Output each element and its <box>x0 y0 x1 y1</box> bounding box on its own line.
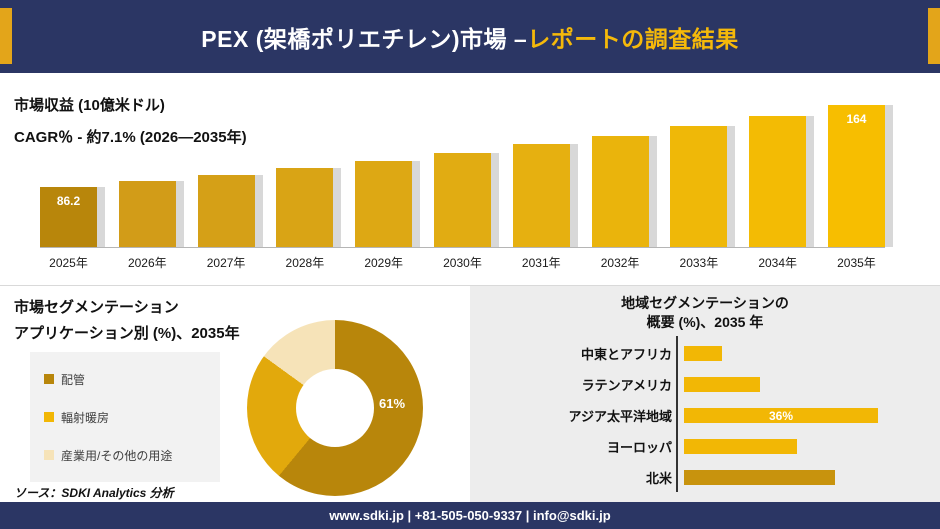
region-axis-line <box>676 336 678 492</box>
page-title: PEX (架橋ポリエチレン)市場 –レポートの調査結果 <box>201 20 738 54</box>
revenue-bar <box>670 126 728 247</box>
revenue-bar <box>197 175 255 247</box>
region-bar <box>684 439 797 454</box>
donut-share-label: 61% <box>379 396 406 411</box>
region-bar <box>684 346 722 361</box>
donut-hole <box>296 369 374 447</box>
region-row: 北米 <box>470 462 940 493</box>
region-panel: 地域セグメンテーションの 概要 (%)、2035 年 中東とアフリカ ラテンアメリ… <box>470 285 940 503</box>
axis-year-label: 2032年 <box>600 256 640 270</box>
legend-item: 輻射暖房 <box>44 409 220 426</box>
revenue-bar <box>355 161 413 247</box>
bar-slot <box>118 97 184 247</box>
cagr-note: CAGR％ - 約7.1% (2026―2035年) <box>14 129 247 146</box>
bar-slot <box>512 97 578 247</box>
segmentation-subtitle: アプリケーション別 (%)、2035年 <box>14 325 240 342</box>
revenue-bar-chart-x-axis: 2025年 2026年 2027年 2028年 2029年 2030年 2031年 2032年… <box>40 254 885 271</box>
axis-year-label: 2026年 <box>127 256 167 270</box>
region-label: ヨーロッパ <box>606 440 672 455</box>
bar-slot <box>670 97 736 247</box>
axis-year-label: 2028年 <box>285 256 325 270</box>
bar-value-label: 86.2 <box>56 194 81 208</box>
region-title-line1: 地域セグメンテーションの <box>621 295 789 311</box>
region-title-line2: 概要 (%)、2035 年 <box>646 314 764 330</box>
bar-value-label: 164 <box>846 112 867 126</box>
header-banner: PEX (架橋ポリエチレン)市場 –レポートの調査結果 <box>0 0 940 73</box>
revenue-axis-title: 市場収益 (10億米ドル) <box>14 97 165 114</box>
legend-label: 配管 <box>61 372 86 387</box>
region-row: ラテンアメリカ <box>470 369 940 400</box>
legend-item: 産業用/その他の用途 <box>44 447 220 464</box>
region-label: アジア太平洋地域 <box>568 409 672 424</box>
axis-year-label: 2025年 <box>49 256 88 270</box>
region-row: ヨーロッパ <box>470 431 940 462</box>
region-bar <box>684 470 835 485</box>
footer-contact: www.sdki.jp | +81-505-050-9337 | info@sd… <box>329 508 611 523</box>
page-title-main: PEX (架橋ポリエチレン)市場 – <box>201 25 528 52</box>
revenue-bar <box>276 168 334 247</box>
legend-label: 産業用/その他の用途 <box>61 448 173 463</box>
legend-swatch-radiant-heating <box>44 412 54 422</box>
bar-slot <box>591 97 657 247</box>
bar-slot <box>276 97 342 247</box>
axis-year-label: 2027年 <box>206 256 246 270</box>
region-title: 地域セグメンテーションの 概要 (%)、2035 年 <box>470 294 940 332</box>
revenue-bar <box>433 153 491 247</box>
axis-year-label: 2033年 <box>679 256 719 270</box>
region-label: ラテンアメリカ <box>581 378 672 393</box>
region-label: 中東とアフリカ <box>580 347 672 362</box>
region-bar: 36% <box>684 408 878 423</box>
region-bar <box>684 377 760 392</box>
bar-slot: 86.2 <box>40 97 105 247</box>
footer-banner: www.sdki.jp | +81-505-050-9337 | info@sd… <box>0 502 940 529</box>
legend-swatch-industrial-other <box>44 450 54 460</box>
axis-year-label: 2034年 <box>758 256 798 270</box>
axis-year-label: 2035年 <box>837 256 876 270</box>
application-donut-chart: 61% <box>247 320 423 496</box>
page-title-accent: レポートの調査結果 <box>527 25 739 52</box>
legend-label: 輻射暖房 <box>61 410 110 425</box>
region-bar-value-label: 36% <box>768 408 794 423</box>
segmentation-title: 市場セグメンテーション <box>14 299 179 316</box>
region-row: アジア太平洋地域 36% <box>470 400 940 431</box>
revenue-bar <box>118 181 176 247</box>
axis-year-label: 2029年 <box>364 256 404 270</box>
revenue-bar-chart: 86.2 164 <box>40 97 893 248</box>
bar-slot: 164 <box>827 97 893 247</box>
region-row: 中東とアフリカ <box>470 338 940 369</box>
legend-swatch-piping <box>44 374 54 384</box>
source-note: ソース：SDKI Analytics 分析 <box>14 486 174 500</box>
revenue-bar <box>749 116 807 247</box>
revenue-bar <box>591 136 649 247</box>
bar-slot <box>355 97 421 247</box>
region-bar-chart: 中東とアフリカ ラテンアメリカアジア太平洋地域 36% ヨーロッパ北米 <box>470 338 940 493</box>
region-label: 北米 <box>645 471 672 486</box>
segmentation-panel: 市場セグメンテーション アプリケーション別 (%)、2035年 配管 輻射暖房 … <box>0 285 470 503</box>
revenue-bar <box>512 144 570 247</box>
legend-item: 配管 <box>44 371 220 388</box>
header-gold-edge-right <box>928 8 940 64</box>
header-gold-edge-left <box>0 8 12 64</box>
axis-year-label: 2031年 <box>521 256 561 270</box>
donut-legend: 配管 輻射暖房 産業用/その他の用途 <box>30 352 220 482</box>
revenue-bar: 86.2 <box>40 187 97 247</box>
bar-slot <box>197 97 263 247</box>
bar-slot <box>433 97 499 247</box>
axis-year-label: 2030年 <box>443 256 482 270</box>
bar-slot <box>749 97 815 247</box>
revenue-bar: 164 <box>827 105 885 247</box>
